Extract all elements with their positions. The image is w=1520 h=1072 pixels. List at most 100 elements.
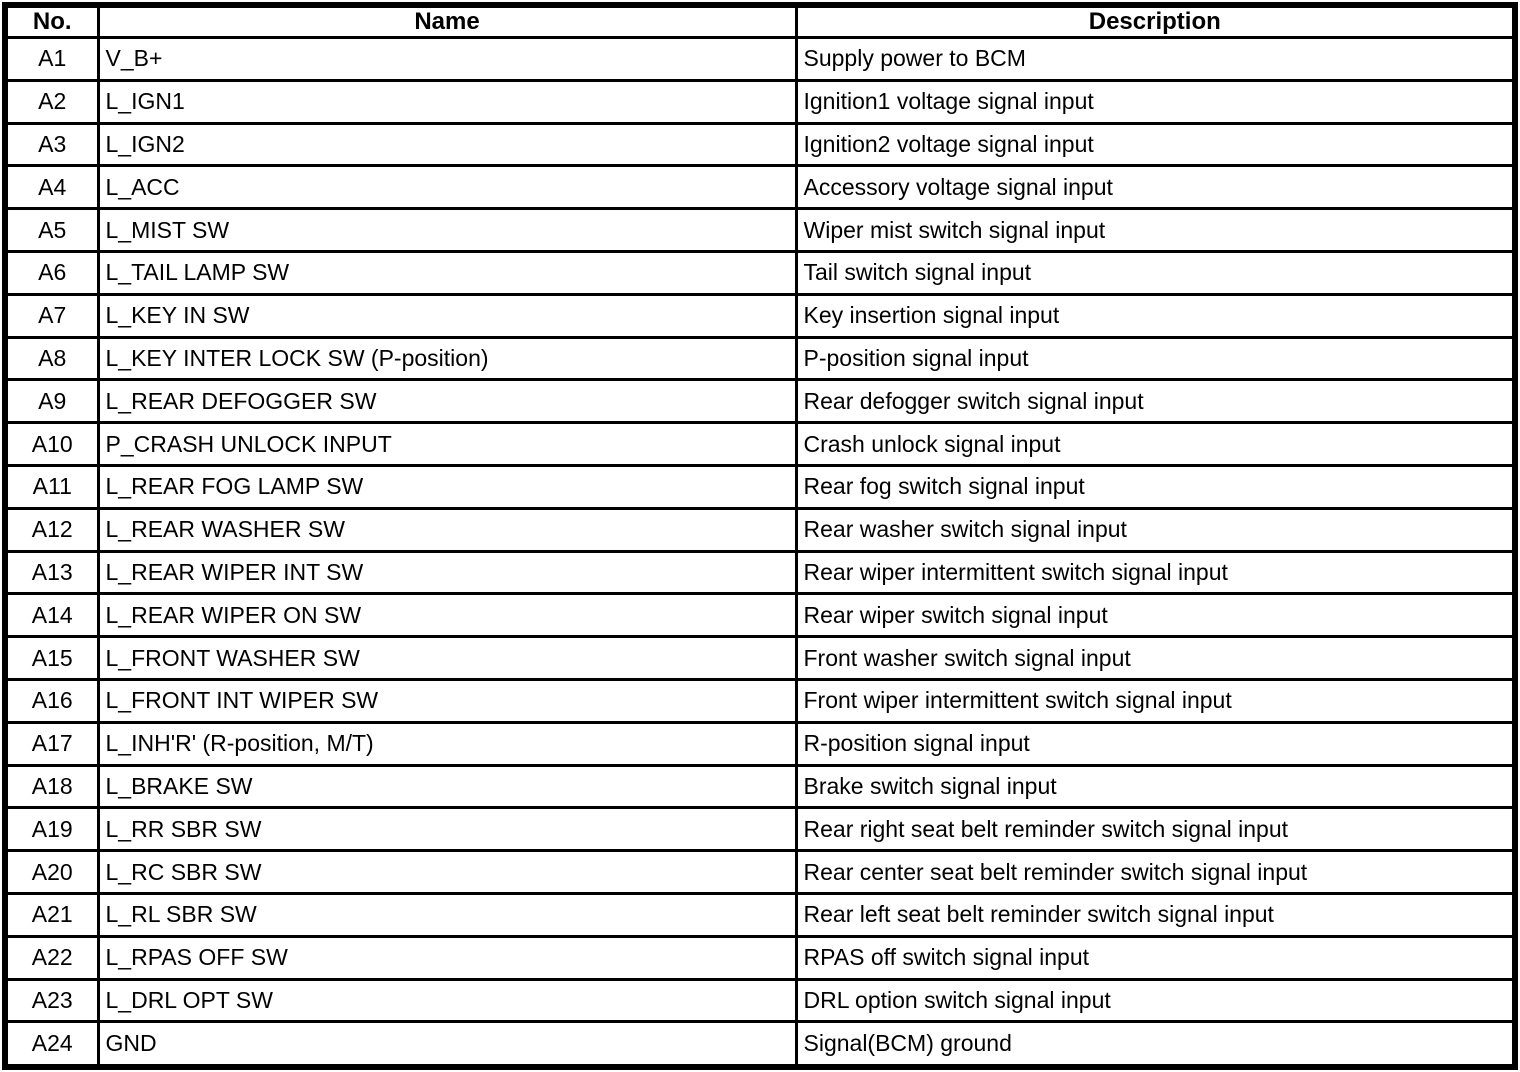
table-row: A5 L_MIST SW Wiper mist switch signal in… bbox=[3, 207, 1517, 253]
column-header-description: Description bbox=[794, 3, 1517, 39]
cell-pin-name: L_FRONT WASHER SW bbox=[96, 635, 798, 681]
cell-pin-number: A7 bbox=[3, 292, 100, 339]
cell-pin-number: A23 bbox=[3, 977, 100, 1024]
table-row: A17 L_INH'R' (R-position, M/T) R-positio… bbox=[3, 720, 1517, 767]
cell-pin-number: A10 bbox=[3, 421, 100, 467]
cell-pin-number: A16 bbox=[3, 677, 100, 724]
cell-pin-name: L_FRONT INT WIPER SW bbox=[96, 677, 798, 724]
cell-pin-name: L_RC SBR SW bbox=[96, 849, 798, 895]
cell-pin-name: L_IGN1 bbox=[96, 78, 798, 125]
cell-description: Rear right seat belt reminder switch sig… bbox=[794, 806, 1517, 853]
cell-pin-number: A12 bbox=[3, 506, 100, 553]
cell-description: DRL option switch signal input bbox=[794, 977, 1517, 1024]
cell-description: Rear defogger switch signal input bbox=[794, 378, 1517, 425]
cell-pin-number: A18 bbox=[3, 763, 100, 810]
header-row: No. Name Description bbox=[3, 3, 1517, 39]
cell-pin-number: A13 bbox=[3, 549, 100, 596]
cell-description: Front washer switch signal input bbox=[794, 635, 1517, 681]
cell-pin-name: L_MIST SW bbox=[96, 207, 798, 253]
cell-pin-name: L_REAR WIPER INT SW bbox=[96, 549, 798, 596]
cell-description: Rear center seat belt reminder switch si… bbox=[794, 849, 1517, 895]
table-row: A21 L_RL SBR SW Rear left seat belt remi… bbox=[3, 891, 1517, 938]
cell-pin-number: A14 bbox=[3, 592, 100, 639]
cell-pin-number: A6 bbox=[3, 249, 100, 296]
cell-description: R-position signal input bbox=[794, 720, 1517, 767]
cell-pin-name: L_RR SBR SW bbox=[96, 806, 798, 853]
cell-pin-number: A5 bbox=[3, 207, 100, 253]
cell-pin-name: L_KEY INTER LOCK SW (P-position) bbox=[96, 335, 798, 382]
cell-description: Wiper mist switch signal input bbox=[794, 207, 1517, 253]
table-row: A22 L_RPAS OFF SW RPAS off switch signal… bbox=[3, 934, 1517, 981]
cell-pin-name: L_INH'R' (R-position, M/T) bbox=[96, 720, 798, 767]
cell-pin-name: V_B+ bbox=[96, 36, 798, 82]
cell-pin-name: L_IGN2 bbox=[96, 121, 798, 168]
cell-description: Crash unlock signal input bbox=[794, 421, 1517, 467]
table-row: A11 L_REAR FOG LAMP SW Rear fog switch s… bbox=[3, 463, 1517, 510]
cell-pin-name: L_REAR DEFOGGER SW bbox=[96, 378, 798, 425]
table-row: A3 L_IGN2 Ignition2 voltage signal input bbox=[3, 121, 1517, 168]
cell-pin-number: A8 bbox=[3, 335, 100, 382]
table-row: A1 V_B+ Supply power to BCM bbox=[3, 36, 1517, 82]
cell-pin-number: A17 bbox=[3, 720, 100, 767]
cell-description: Key insertion signal input bbox=[794, 292, 1517, 339]
table-row: A9 L_REAR DEFOGGER SW Rear defogger swit… bbox=[3, 378, 1517, 425]
table-row: A10 P_CRASH UNLOCK INPUT Crash unlock si… bbox=[3, 421, 1517, 467]
cell-pin-number: A2 bbox=[3, 78, 100, 125]
cell-pin-name: L_REAR FOG LAMP SW bbox=[96, 463, 798, 510]
cell-pin-name: L_RPAS OFF SW bbox=[96, 934, 798, 981]
column-header-name: Name bbox=[96, 3, 798, 39]
cell-description: P-position signal input bbox=[794, 335, 1517, 382]
table-row: A7 L_KEY IN SW Key insertion signal inpu… bbox=[3, 292, 1517, 339]
cell-pin-name: GND bbox=[96, 1020, 798, 1069]
table-row: A20 L_RC SBR SW Rear center seat belt re… bbox=[3, 849, 1517, 895]
cell-description: Accessory voltage signal input bbox=[794, 164, 1517, 211]
cell-description: Rear wiper intermittent switch signal in… bbox=[794, 549, 1517, 596]
cell-description: Rear left seat belt reminder switch sign… bbox=[794, 891, 1517, 938]
table-row: A6 L_TAIL LAMP SW Tail switch signal inp… bbox=[3, 249, 1517, 296]
cell-description: Brake switch signal input bbox=[794, 763, 1517, 810]
cell-pin-name: L_RL SBR SW bbox=[96, 891, 798, 938]
cell-pin-name: L_BRAKE SW bbox=[96, 763, 798, 810]
cell-pin-name: L_TAIL LAMP SW bbox=[96, 249, 798, 296]
table-row: A24 GND Signal(BCM) ground bbox=[3, 1020, 1517, 1069]
cell-pin-number: A24 bbox=[3, 1020, 100, 1069]
cell-description: Tail switch signal input bbox=[794, 249, 1517, 296]
cell-pin-name: L_REAR WIPER ON SW bbox=[96, 592, 798, 639]
cell-description: Rear wiper switch signal input bbox=[794, 592, 1517, 639]
cell-pin-name: L_REAR WASHER SW bbox=[96, 506, 798, 553]
table-row: A8 L_KEY INTER LOCK SW (P-position) P-po… bbox=[3, 335, 1517, 382]
cell-description: Supply power to BCM bbox=[794, 36, 1517, 82]
column-header-no: No. bbox=[3, 3, 100, 39]
cell-pin-number: A1 bbox=[3, 36, 100, 82]
table-row: A14 L_REAR WIPER ON SW Rear wiper switch… bbox=[3, 592, 1517, 639]
cell-pin-number: A15 bbox=[3, 635, 100, 681]
cell-pin-name: L_ACC bbox=[96, 164, 798, 211]
cell-pin-number: A19 bbox=[3, 806, 100, 853]
table-row: A12 L_REAR WASHER SW Rear washer switch … bbox=[3, 506, 1517, 553]
cell-pin-number: A22 bbox=[3, 934, 100, 981]
cell-pin-number: A9 bbox=[3, 378, 100, 425]
cell-pin-number: A21 bbox=[3, 891, 100, 938]
cell-description: Ignition1 voltage signal input bbox=[794, 78, 1517, 125]
table-row: A15 L_FRONT WASHER SW Front washer switc… bbox=[3, 635, 1517, 681]
cell-pin-name: L_DRL OPT SW bbox=[96, 977, 798, 1024]
cell-pin-number: A4 bbox=[3, 164, 100, 211]
cell-pin-name: P_CRASH UNLOCK INPUT bbox=[96, 421, 798, 467]
cell-pin-number: A11 bbox=[3, 463, 100, 510]
cell-description: Rear washer switch signal input bbox=[794, 506, 1517, 553]
table-row: A4 L_ACC Accessory voltage signal input bbox=[3, 164, 1517, 211]
cell-description: Signal(BCM) ground bbox=[794, 1020, 1517, 1069]
cell-pin-number: A3 bbox=[3, 121, 100, 168]
cell-description: Ignition2 voltage signal input bbox=[794, 121, 1517, 168]
table-row: A18 L_BRAKE SW Brake switch signal input bbox=[3, 763, 1517, 810]
cell-pin-name: L_KEY IN SW bbox=[96, 292, 798, 339]
cell-pin-number: A20 bbox=[3, 849, 100, 895]
cell-description: RPAS off switch signal input bbox=[794, 934, 1517, 981]
table-row: A2 L_IGN1 Ignition1 voltage signal input bbox=[3, 78, 1517, 125]
table-row: A23 L_DRL OPT SW DRL option switch signa… bbox=[3, 977, 1517, 1024]
table-row: A16 L_FRONT INT WIPER SW Front wiper int… bbox=[3, 677, 1517, 724]
table-row: A19 L_RR SBR SW Rear right seat belt rem… bbox=[3, 806, 1517, 853]
table-row: A13 L_REAR WIPER INT SW Rear wiper inter… bbox=[3, 549, 1517, 596]
